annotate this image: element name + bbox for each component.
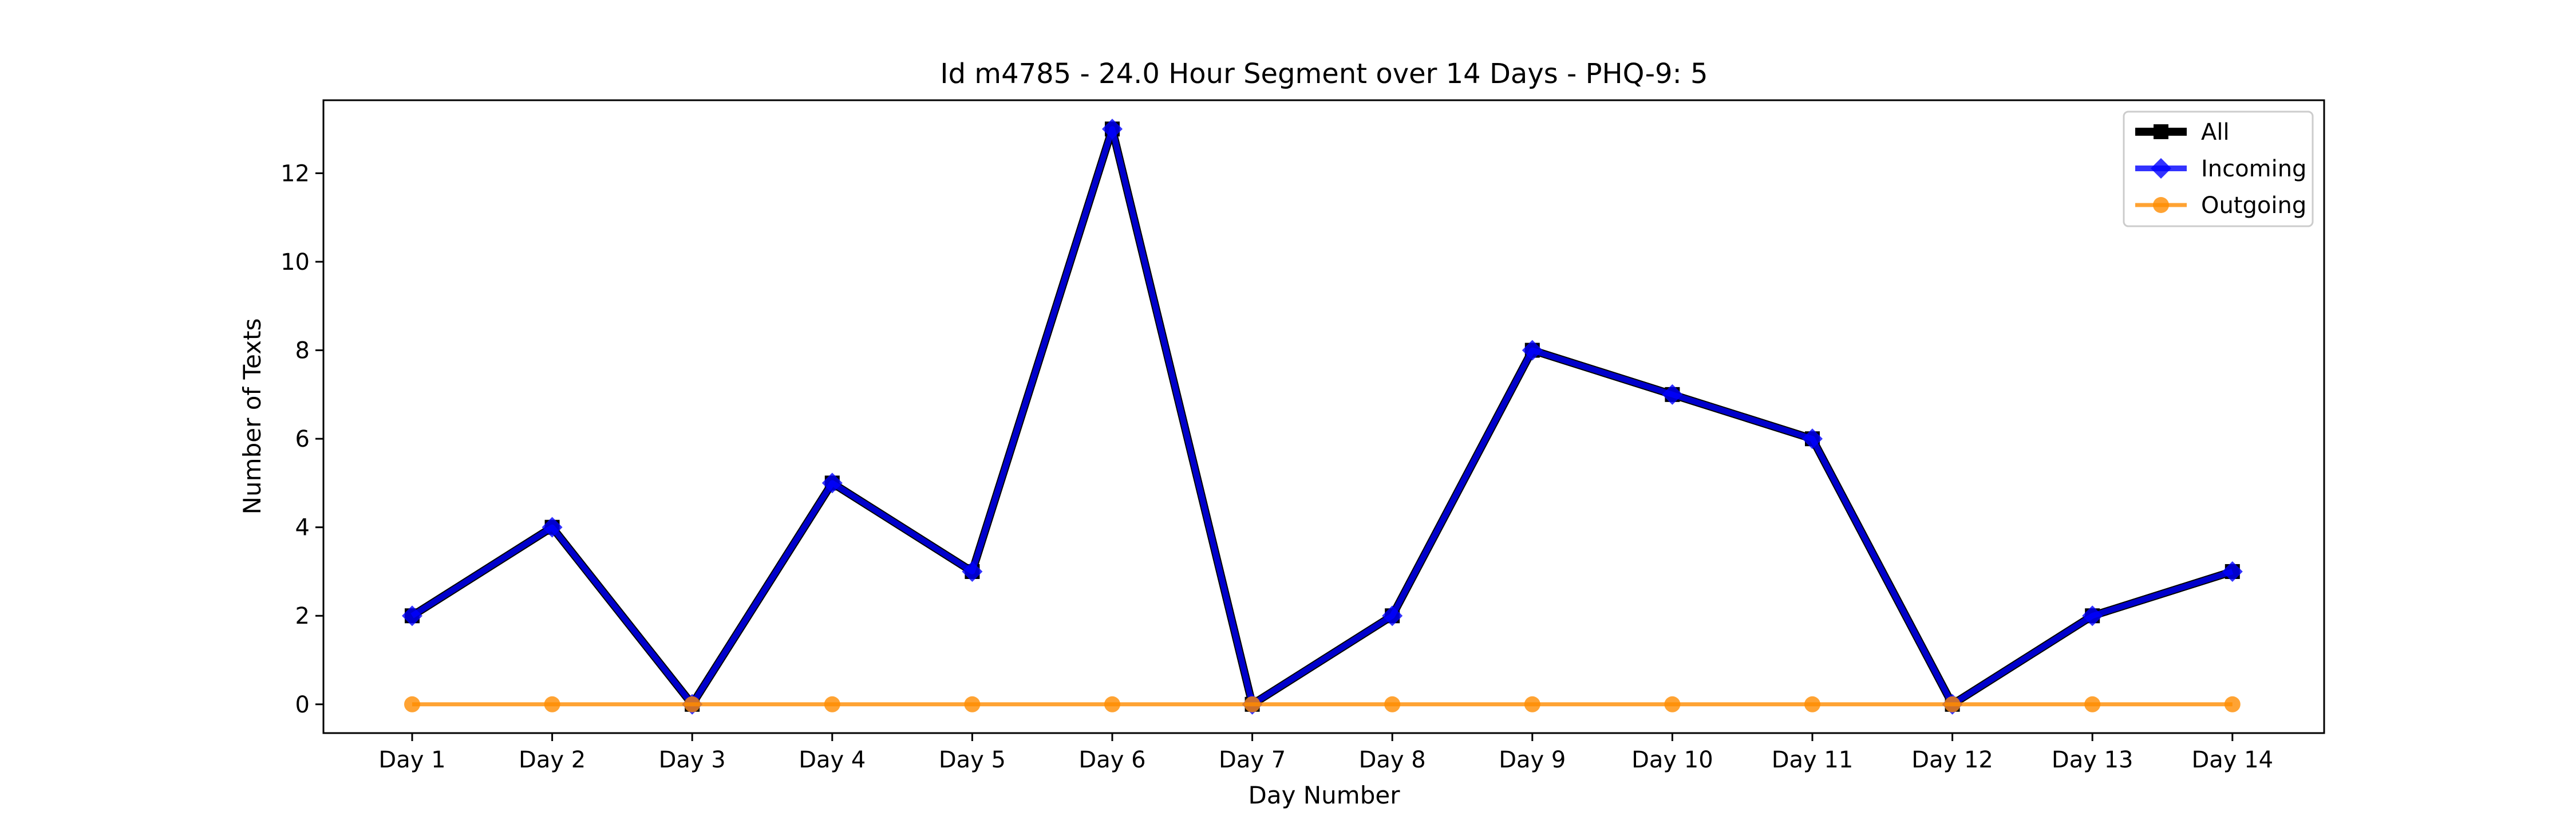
x-tick-label: Day 11 [1772,747,1854,773]
x-tick-label: Day 14 [2191,747,2273,773]
data-point [2084,696,2101,712]
legend: All Incoming Outgoing [2123,111,2314,227]
data-point [2224,696,2241,712]
series-layer [402,119,2243,715]
y-tick-label: 6 [295,426,310,452]
data-point [1382,605,1403,627]
y-tick-label: 0 [295,692,310,718]
data-point [1384,696,1401,712]
data-point [964,696,981,712]
x-tick-label: Day 9 [1499,747,1566,773]
x-tick-label: Day 4 [799,747,866,773]
data-point [1104,696,1120,712]
legend-item: Incoming [2135,156,2306,182]
series-outgoing [404,696,2241,712]
data-point [1524,696,1540,712]
data-point [544,696,560,712]
data-point [824,696,840,712]
legend-item: All [2135,119,2230,145]
data-point [402,605,422,627]
x-tick-label: Day 3 [659,747,726,773]
data-point [1102,119,1123,140]
data-point [2153,197,2169,213]
axes-layer: Day 1 Day 2 Day 3 Day 4 Day 5 Day 6 Day 7 Day 8… [280,161,2273,774]
data-point [2082,605,2103,627]
chart-title: Id m4785 - 24.0 Hour Segment over 14 Day… [940,58,1708,90]
data-point [821,472,843,494]
data-point [1804,696,1820,712]
series-all [405,121,2240,712]
data-point [2151,158,2171,179]
x-tick-label: Day 12 [1911,747,1993,773]
data-point [2222,561,2243,582]
data-point [1244,696,1261,712]
legend-label: Incoming [2201,156,2306,182]
y-tick-label: 12 [280,161,310,187]
data-point [684,696,701,712]
series-line [410,126,2234,707]
x-tick-label: Day 8 [1359,747,1426,773]
x-tick-label: Day 5 [939,747,1006,773]
legend-item: Outgoing [2135,192,2306,219]
series-incoming [402,119,2243,715]
y-tick-label: 4 [295,515,310,541]
legend-label: Outgoing [2201,192,2306,219]
x-tick-label: Day 10 [1631,747,1713,773]
data-point [962,561,983,582]
series-line [410,125,2234,708]
y-tick-label: 10 [280,249,310,275]
data-point [404,696,420,712]
data-point [542,517,563,538]
data-point [2154,124,2168,139]
data-point [1522,340,1543,361]
x-axis-label: Day Number [1248,781,1400,809]
y-axis-label: Number of Texts [238,318,266,515]
data-point [1664,696,1681,712]
y-tick-label: 2 [295,603,310,629]
x-tick-label: Day 6 [1078,747,1145,773]
data-point [1662,384,1683,405]
x-tick-label: Day 1 [378,747,445,773]
plot-frame [322,99,2325,734]
data-point [1944,696,1961,712]
data-point [1802,428,1823,450]
x-tick-label: Day 7 [1219,747,1286,773]
legend-label: All [2201,119,2230,145]
y-tick-label: 8 [295,338,310,364]
x-tick-label: Day 13 [2052,747,2134,773]
x-tick-label: Day 2 [519,747,586,773]
legend-frame [2123,111,2314,227]
